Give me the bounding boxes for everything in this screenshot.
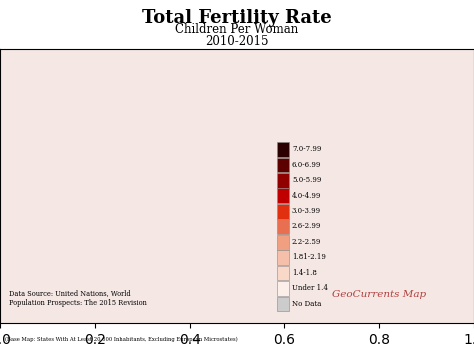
Text: GeoCurrents Map: GeoCurrents Map — [332, 290, 426, 299]
Text: 1.4-1.8: 1.4-1.8 — [292, 269, 317, 277]
Text: 6.0-6.99: 6.0-6.99 — [292, 161, 321, 168]
Text: 3.0-3.99: 3.0-3.99 — [292, 207, 321, 215]
Text: 2010-2015: 2010-2015 — [205, 35, 269, 48]
Text: Total Fertility Rate: Total Fertility Rate — [142, 9, 332, 27]
Text: Data Source: United Nations, World
Population Prospects: The 2015 Revision: Data Source: United Nations, World Popul… — [9, 290, 147, 307]
Text: 4.0-4.99: 4.0-4.99 — [292, 192, 321, 199]
Text: 2.6-2.99: 2.6-2.99 — [292, 223, 321, 230]
Text: 2.2-2.59: 2.2-2.59 — [292, 238, 321, 246]
Text: 1.81-2.19: 1.81-2.19 — [292, 253, 326, 261]
Text: Under 1.4: Under 1.4 — [292, 284, 328, 292]
Text: 5.0-5.99: 5.0-5.99 — [292, 176, 321, 184]
Text: Children Per Woman: Children Per Woman — [175, 23, 299, 36]
Text: No Data: No Data — [292, 300, 321, 307]
Text: 7.0-7.99: 7.0-7.99 — [292, 145, 321, 153]
Text: (Base Map: States With At Least 20,000 Inhabitants, Excluding European Microstat: (Base Map: States With At Least 20,000 I… — [5, 337, 237, 342]
